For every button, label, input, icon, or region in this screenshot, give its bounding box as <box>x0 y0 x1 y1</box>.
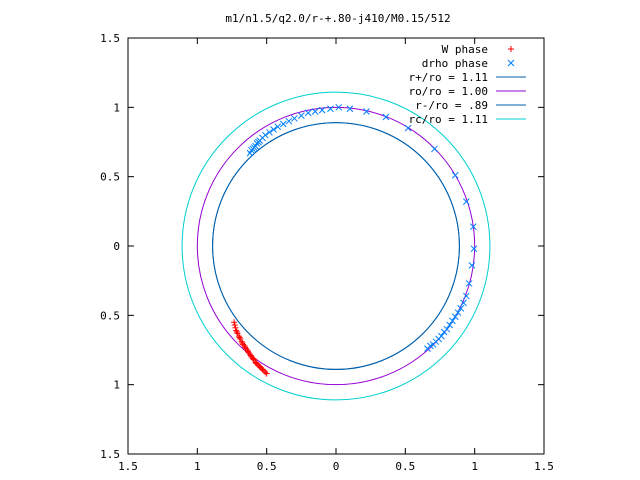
drho-phase-point <box>451 171 459 179</box>
legend-label: r+/ro = 1.11 <box>409 71 488 84</box>
drho-phase-point <box>431 145 438 153</box>
drho-phase-point <box>270 126 277 133</box>
y-tick-label: 1.5 <box>100 32 120 45</box>
x-tick-label: 0.5 <box>257 460 277 473</box>
drho-phase-point <box>462 198 470 205</box>
drho-phase-point <box>279 120 287 128</box>
x-tick-label: 1.5 <box>118 460 138 473</box>
y-tick-label: 1 <box>113 101 120 114</box>
drho-phase-point <box>454 309 462 316</box>
x-tick-label: 0.5 <box>395 460 415 473</box>
drho-phase-point <box>261 131 269 139</box>
drho-phase-point <box>465 280 473 287</box>
legend-marker <box>507 59 515 67</box>
chart-title: m1/n1.5/q2.0/r-+.80-j410/M0.15/512 <box>225 12 450 25</box>
drho-phase-point <box>440 328 448 336</box>
reference-circle <box>212 122 460 370</box>
x-tick-label: 1.5 <box>534 460 554 473</box>
x-tick-label: 0 <box>333 460 340 473</box>
legend-label: r-/ro = .89 <box>415 99 488 112</box>
reference-circle <box>196 106 476 386</box>
reference-circles <box>181 91 491 401</box>
reference-circle <box>212 122 460 370</box>
drho-phase-point <box>460 299 467 307</box>
x-tick-label: 1 <box>471 460 478 473</box>
drho-phase-point <box>318 106 326 114</box>
legend-label: drho phase <box>422 57 488 70</box>
drho-phase-point <box>363 108 370 115</box>
y-tick-label: 0.5 <box>100 171 120 184</box>
drho-phase-point <box>382 113 390 121</box>
drho-phase-point <box>291 115 298 122</box>
legend-label: rc/ro = 1.11 <box>409 113 488 126</box>
drho-phase-point <box>266 128 273 136</box>
drho-phase-point <box>304 109 312 117</box>
data-markers <box>231 103 478 377</box>
drho-phase-point <box>457 305 465 312</box>
drho-phase-point <box>446 321 454 329</box>
drho-phase-point <box>274 123 282 131</box>
drho-phase-point <box>285 117 293 125</box>
drho-phase-point <box>335 103 343 111</box>
drho-phase-point <box>449 317 456 325</box>
drho-phase-point <box>470 245 478 253</box>
drho-phase-point <box>327 105 334 113</box>
drho-phase-point <box>297 112 305 120</box>
drho-phase-point <box>468 262 476 269</box>
drho-phase-point <box>311 108 319 115</box>
y-tick-label: 0 <box>113 240 120 253</box>
y-tick-label: 0.5 <box>100 309 120 322</box>
drho-phase-point <box>424 345 431 352</box>
legend-label: ro/ro = 1.00 <box>409 85 488 98</box>
axis-ticks: 1.5 1 0.5 0 0.5 1 1.51.510.500.511.5 <box>100 32 554 473</box>
drho-phase-point <box>346 105 354 113</box>
drho-phase-point <box>469 223 477 230</box>
y-tick-label: 1 <box>113 379 120 392</box>
y-tick-label: 1.5 <box>100 448 120 461</box>
drho-phase-point <box>462 292 470 300</box>
x-tick-label: 1 <box>194 460 201 473</box>
legend-label: W phase <box>442 43 488 56</box>
reference-circle <box>181 91 491 401</box>
drho-phase-point <box>404 124 412 132</box>
drho-phase-point <box>451 313 459 321</box>
